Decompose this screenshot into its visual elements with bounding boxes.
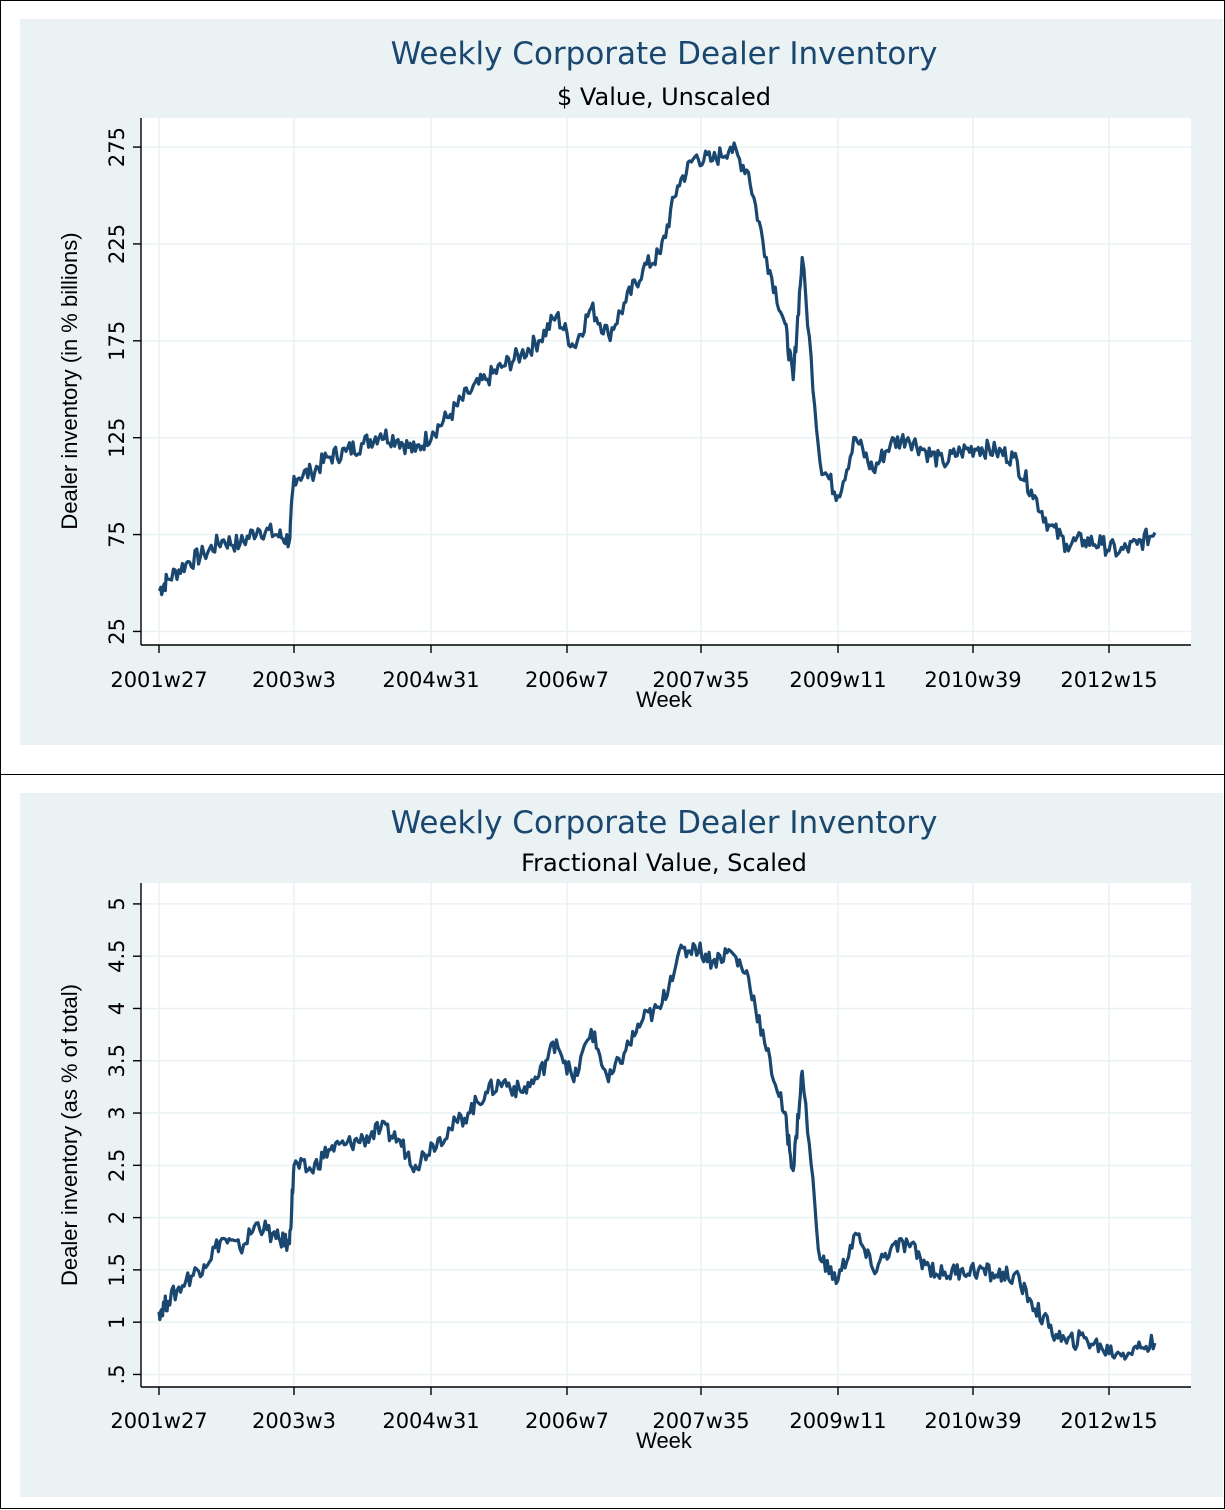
x-axis-label: Week [636, 1428, 693, 1453]
x-tick-label: 2006w7 [525, 668, 609, 692]
y-tick-label: 3.5 [105, 1044, 129, 1077]
x-tick-label: 2006w7 [525, 1409, 609, 1433]
x-tick-label: 2007w35 [652, 1409, 749, 1433]
chart-subtitle: Fractional Value, Scaled [521, 849, 807, 877]
y-tick-label: 2 [105, 1211, 129, 1224]
x-tick-label: 2001w27 [110, 1409, 207, 1433]
x-tick-label: 2004w31 [382, 1409, 479, 1433]
x-tick-label: 2001w27 [110, 668, 207, 692]
y-tick-label: 3 [105, 1106, 129, 1119]
series-layer [157, 941, 1157, 1361]
series-layer [157, 141, 1157, 597]
bottom-chart: Weekly Corporate Dealer Inventory Fracti… [57, 805, 1191, 1453]
grid-lines [141, 883, 1191, 1387]
x-axis-ticks: 2001w27 2003w3 2004w31 2006w7 2007w35 2009w11… [110, 1387, 1158, 1433]
x-tick-label: 2012w15 [1060, 668, 1157, 692]
y-tick-label: 2.5 [105, 1149, 129, 1182]
x-tick-label: 2003w3 [252, 668, 336, 692]
chart-title: Weekly Corporate Dealer Inventory [391, 36, 938, 72]
x-tick-label: 2003w3 [252, 1409, 336, 1433]
y-tick-label: 225 [105, 224, 129, 264]
x-axis-ticks: 2001w27 2003w3 2004w31 2006w7 2007w35 2009w11… [110, 645, 1158, 692]
y-tick-label: 4 [105, 1002, 129, 1015]
x-tick-label: 2004w31 [382, 668, 479, 692]
top-chart-panel: Weekly Corporate Dealer Inventory $ Valu… [0, 0, 1225, 775]
plot-area [141, 118, 1191, 645]
x-tick-label: 2009w11 [789, 668, 886, 692]
x-tick-label: 2010w39 [924, 1409, 1021, 1433]
inventory-series-line [157, 141, 1157, 597]
y-tick-label: 75 [105, 521, 129, 548]
y-tick-label: 25 [105, 618, 129, 645]
y-axis-ticks: 25 75 125 175 225 275 [105, 127, 141, 645]
x-tick-label: 2012w15 [1060, 1409, 1157, 1433]
y-axis-label: Dealer inventory (as % of total) [57, 984, 82, 1286]
x-axis-label: Week [636, 687, 693, 712]
y-tick-label: .5 [105, 1364, 129, 1384]
x-tick-label: 2010w39 [924, 668, 1021, 692]
x-tick-label: 2007w35 [652, 668, 749, 692]
x-tick-label: 2009w11 [789, 1409, 886, 1433]
chart-subtitle: $ Value, Unscaled [557, 83, 771, 111]
y-tick-label: 5 [105, 897, 129, 910]
plot-area [141, 883, 1191, 1387]
y-tick-label: 1 [105, 1315, 129, 1328]
bottom-chart-panel: Weekly Corporate Dealer Inventory Fracti… [0, 774, 1225, 1509]
y-tick-label: 4.5 [105, 939, 129, 972]
y-tick-label: 125 [105, 418, 129, 458]
y-axis-ticks: .5 1 1.5 2 2.5 3 3.5 4 4.5 5 [105, 897, 141, 1384]
y-tick-label: 275 [105, 127, 129, 167]
chart-title: Weekly Corporate Dealer Inventory [391, 805, 938, 841]
top-chart: Weekly Corporate Dealer Inventory $ Valu… [57, 36, 1191, 712]
y-tick-label: 175 [105, 321, 129, 361]
inventory-series-line [157, 941, 1157, 1361]
y-axis-label: Dealer inventory (in % billions) [57, 232, 82, 529]
grid-lines [141, 118, 1191, 645]
y-tick-label: 1.5 [105, 1253, 129, 1286]
